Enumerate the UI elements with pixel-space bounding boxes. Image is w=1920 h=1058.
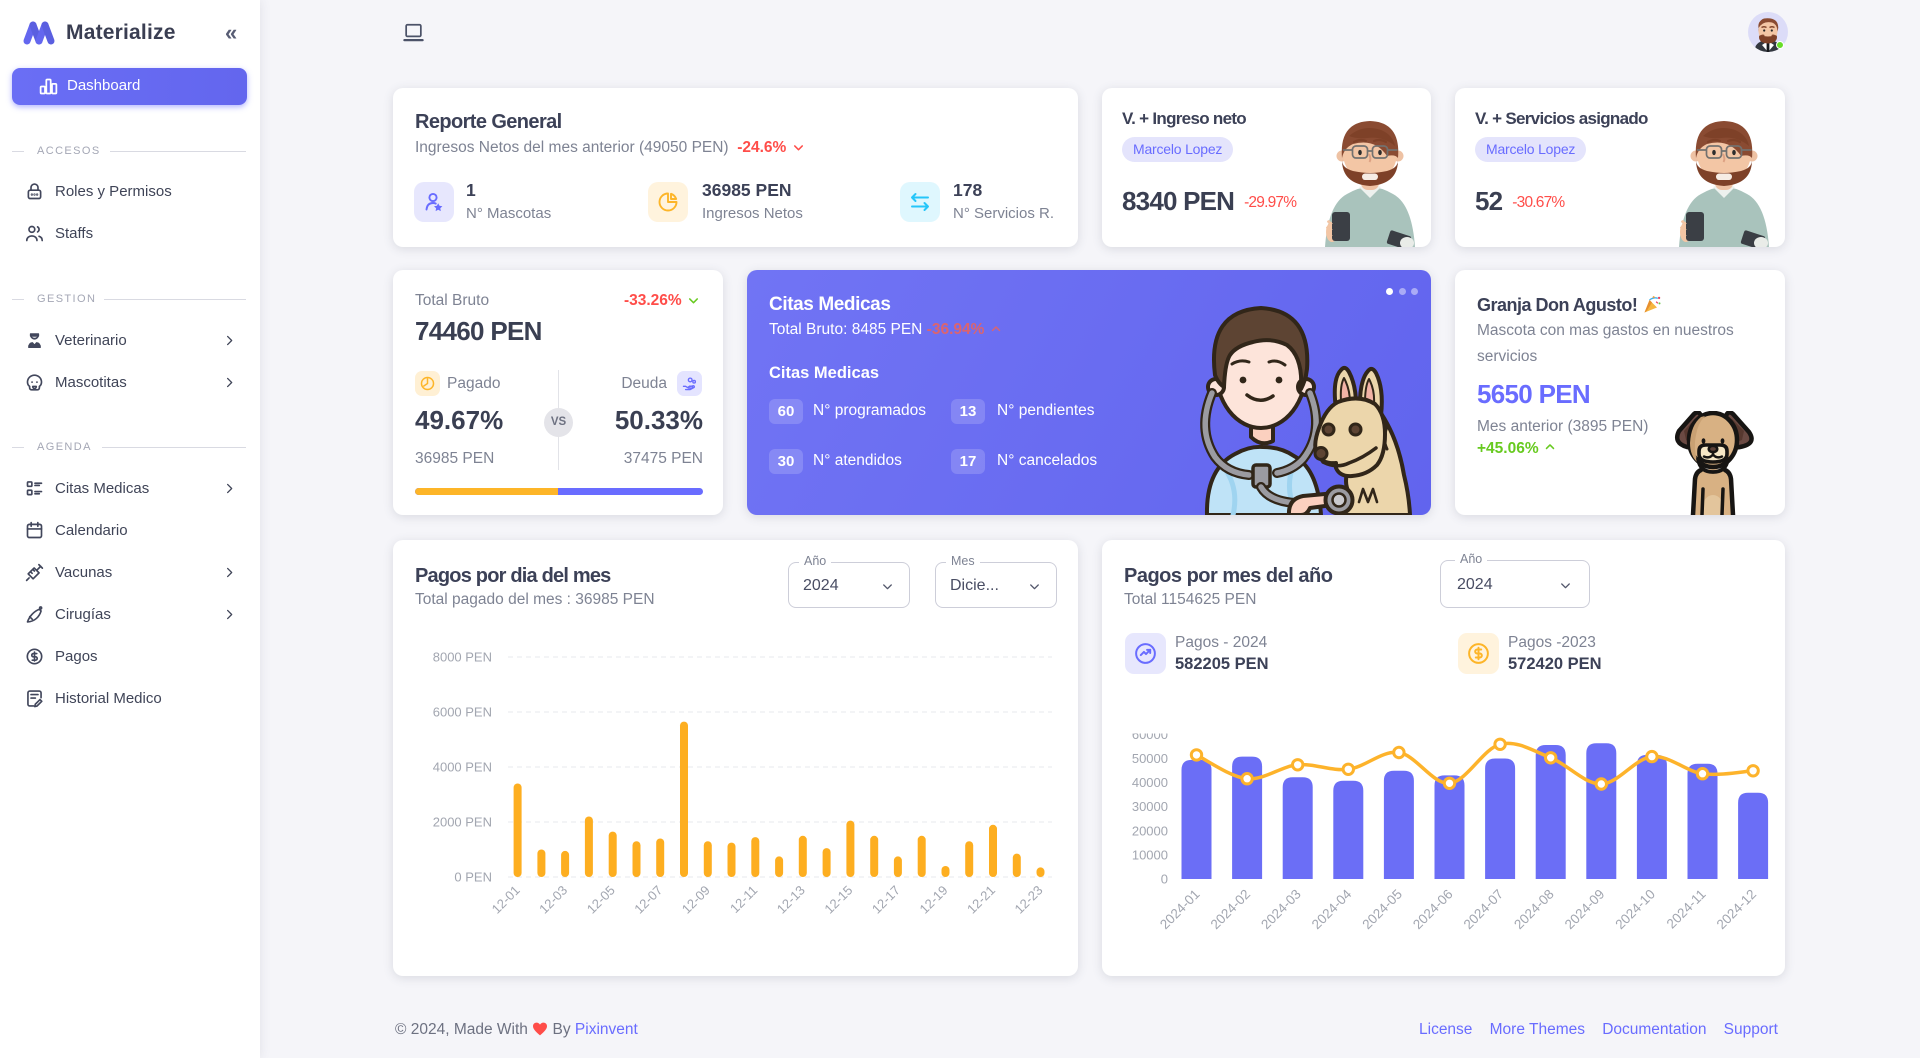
svg-text:2024-03: 2024-03 [1258, 887, 1304, 933]
svg-text:40000: 40000 [1132, 775, 1168, 790]
svg-text:12-13: 12-13 [774, 883, 808, 917]
svg-text:2024-09: 2024-09 [1562, 887, 1608, 933]
svg-text:12-23: 12-23 [1012, 883, 1046, 917]
svg-text:2024-11: 2024-11 [1664, 887, 1709, 932]
svg-text:12-21: 12-21 [964, 883, 998, 917]
svg-text:2024-12: 2024-12 [1714, 887, 1760, 933]
svg-text:12-03: 12-03 [536, 883, 570, 917]
svg-text:12-05: 12-05 [584, 883, 618, 917]
svg-text:2024-05: 2024-05 [1359, 887, 1405, 933]
svg-text:2024-04: 2024-04 [1309, 886, 1355, 932]
svg-text:12-11: 12-11 [727, 883, 760, 916]
svg-text:6000 PEN: 6000 PEN [433, 705, 492, 720]
svg-text:10000: 10000 [1132, 847, 1168, 862]
svg-text:12-15: 12-15 [821, 883, 855, 917]
svg-text:2024-10: 2024-10 [1612, 887, 1658, 933]
svg-text:12-01: 12-01 [489, 883, 523, 917]
svg-text:50000: 50000 [1132, 751, 1168, 766]
svg-text:30000: 30000 [1132, 799, 1168, 814]
svg-text:2024-02: 2024-02 [1208, 887, 1254, 933]
svg-text:20000: 20000 [1132, 823, 1168, 838]
svg-text:2024-01: 2024-01 [1157, 887, 1203, 933]
svg-text:8000 PEN: 8000 PEN [433, 650, 492, 665]
svg-text:12-19: 12-19 [917, 883, 951, 917]
svg-text:2024-06: 2024-06 [1410, 887, 1456, 933]
svg-text:2024-08: 2024-08 [1511, 887, 1557, 933]
svg-text:4000 PEN: 4000 PEN [433, 760, 492, 775]
svg-text:12-07: 12-07 [631, 883, 665, 917]
svg-text:2024-07: 2024-07 [1461, 887, 1507, 933]
svg-text:0 PEN: 0 PEN [454, 870, 492, 885]
svg-text:12-17: 12-17 [869, 883, 903, 917]
svg-text:0: 0 [1161, 872, 1168, 887]
svg-text:2000 PEN: 2000 PEN [433, 815, 492, 830]
svg-text:12-09: 12-09 [679, 883, 713, 917]
